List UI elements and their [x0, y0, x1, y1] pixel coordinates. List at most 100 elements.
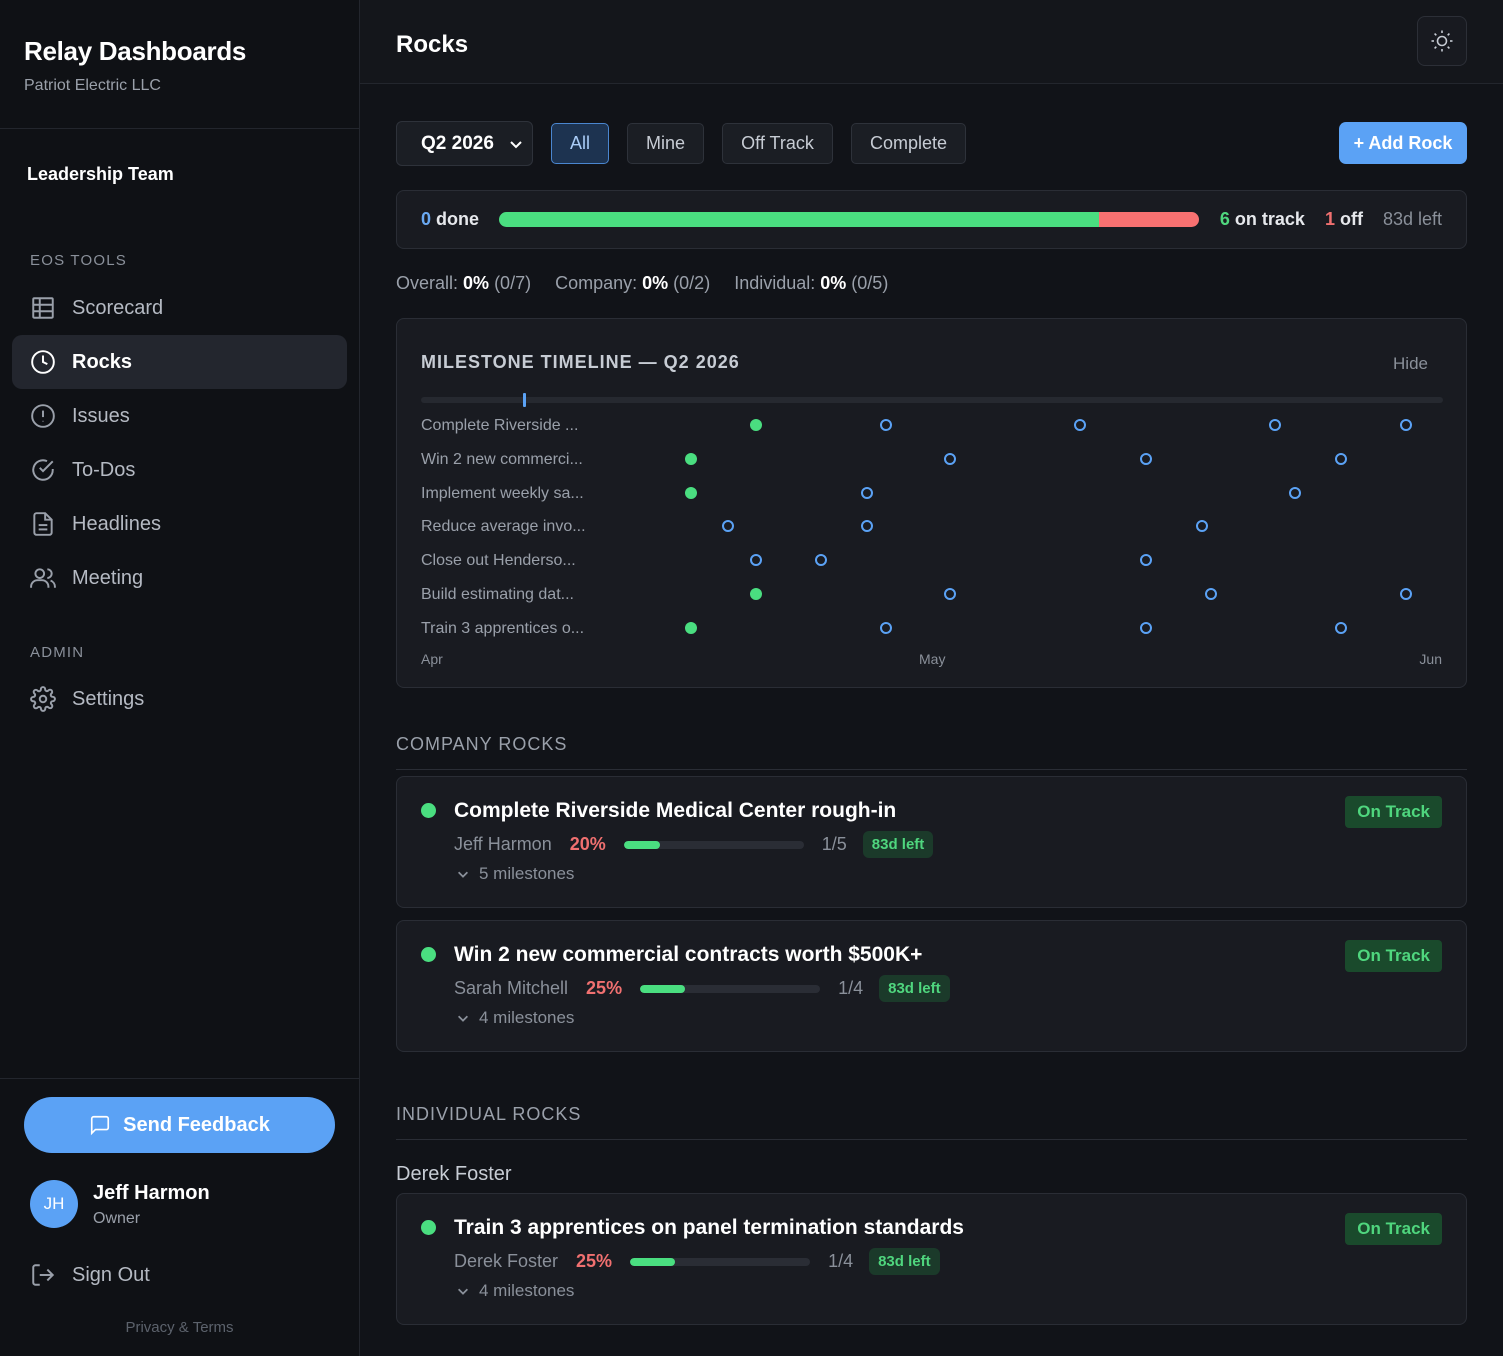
milestones-toggle[interactable]: 5 milestones: [456, 864, 574, 884]
axis-label-jun: Jun: [1419, 651, 1442, 667]
sidebar-item-meeting[interactable]: Meeting: [12, 551, 347, 605]
milestone-open-dot[interactable]: [880, 621, 892, 634]
timeline-row-label: Implement weekly sa...: [421, 484, 584, 502]
status-dot: [421, 803, 436, 818]
milestone-open-dot[interactable]: [1139, 621, 1152, 634]
message-icon: [91, 1115, 110, 1136]
sidebar-item-scorecard[interactable]: Scorecard: [12, 281, 347, 335]
team-selector[interactable]: Leadership Team: [27, 164, 174, 184]
quarter-select[interactable]: Q2 2026: [396, 121, 533, 166]
milestone-done-dot[interactable]: [750, 588, 763, 600]
milestone-done-dot[interactable]: [684, 621, 697, 634]
status-badge[interactable]: On Track: [1345, 940, 1442, 972]
milestone-open-dot[interactable]: [1195, 520, 1208, 533]
sidebar-divider: [0, 1078, 359, 1079]
milestone-open-dot[interactable]: [1400, 588, 1413, 600]
filter-mine[interactable]: Mine: [627, 123, 704, 164]
sidebar: Relay Dashboards Patriot Electric LLC Le…: [0, 0, 360, 1356]
milestone-open-dot[interactable]: [1074, 419, 1087, 431]
chevron-down-icon: [458, 871, 468, 878]
milestone-open-dot[interactable]: [1400, 419, 1413, 431]
on-track-summary: 6 on track: [1219, 209, 1305, 229]
avatar[interactable]: JH: [30, 1180, 78, 1228]
milestone-open-dot[interactable]: [1269, 419, 1282, 431]
rock-progress-fill: [630, 1257, 676, 1266]
milestone-open-dot[interactable]: [1334, 621, 1347, 634]
send-feedback-label: Send Feedback: [123, 1113, 270, 1136]
timeline-title: MILESTONE TIMELINE — Q2 2026: [421, 352, 740, 372]
send-feedback-button[interactable]: Send Feedback: [24, 1097, 335, 1153]
sidebar-item-label: Meeting: [72, 566, 144, 589]
status-dot: [421, 1220, 436, 1235]
rock-title[interactable]: Win 2 new commercial contracts worth $50…: [454, 943, 923, 966]
days-left-badge: 83d left: [879, 975, 950, 1002]
milestone-done-dot[interactable]: [750, 419, 763, 431]
progress-summary: 0 done 6 on track 1 off 83d left: [396, 190, 1467, 249]
milestones-toggle[interactable]: 4 milestones: [456, 1008, 574, 1028]
rock-owner: Derek Foster: [454, 1251, 559, 1271]
milestone-open-dot[interactable]: [814, 554, 827, 567]
timeline-track: [421, 397, 1443, 403]
filter-complete[interactable]: Complete: [851, 123, 966, 164]
sidebar-item-rocks[interactable]: Rocks: [12, 335, 347, 389]
sidebar-item-todos[interactable]: To-Dos: [12, 443, 347, 497]
rock-owner: Jeff Harmon: [454, 834, 552, 854]
timeline-row: Win 2 new commerci...: [421, 451, 1443, 471]
alert-circle-icon: [30, 403, 56, 429]
milestone-open-dot[interactable]: [860, 520, 873, 533]
stat-company: Company: 0% (0/2): [555, 273, 711, 293]
sidebar-item-issues[interactable]: Issues: [12, 389, 347, 443]
rock-card[interactable]: Win 2 new commercial contracts worth $50…: [396, 920, 1467, 1052]
rock-percent: 20%: [569, 834, 606, 854]
completion-stats: Overall: 0% (0/7) Company: 0% (0/2) Indi…: [396, 273, 888, 294]
timeline-row: Implement weekly sa...: [421, 485, 1443, 505]
milestone-done-dot[interactable]: [684, 452, 697, 465]
filter-off-track[interactable]: Off Track: [722, 123, 833, 164]
milestone-open-dot[interactable]: [1288, 486, 1301, 499]
add-rock-button[interactable]: + Add Rock: [1339, 122, 1467, 164]
rock-title[interactable]: Train 3 apprentices on panel termination…: [454, 1216, 964, 1239]
theme-toggle-button[interactable]: [1417, 16, 1467, 66]
timeline-row: Train 3 apprentices o...: [421, 620, 1443, 640]
sidebar-item-headlines[interactable]: Headlines: [12, 497, 347, 551]
milestone-done-dot[interactable]: [684, 486, 697, 499]
owner-heading: Derek Foster: [396, 1163, 512, 1185]
privacy-terms-link[interactable]: Privacy & Terms: [125, 1319, 234, 1336]
hide-timeline-button[interactable]: Hide: [1393, 354, 1428, 373]
sidebar-item-settings[interactable]: Settings: [12, 672, 347, 726]
timeline-row-label: Reduce average invo...: [421, 518, 586, 536]
chevron-down-icon: [458, 1288, 468, 1295]
milestone-open-dot[interactable]: [1139, 554, 1152, 567]
milestones-toggle[interactable]: 4 milestones: [456, 1281, 574, 1301]
milestone-open-dot[interactable]: [1139, 452, 1152, 465]
milestone-open-dot[interactable]: [860, 486, 873, 499]
user-name: Jeff Harmon: [93, 1182, 210, 1204]
status-badge[interactable]: On Track: [1345, 796, 1442, 828]
milestone-open-dot[interactable]: [944, 452, 957, 465]
section-divider: [396, 769, 1467, 770]
filter-all[interactable]: All: [551, 123, 609, 164]
sun-icon: [1431, 30, 1453, 52]
milestone-open-dot[interactable]: [750, 554, 763, 567]
rock-card[interactable]: Train 3 apprentices on panel termination…: [396, 1193, 1467, 1325]
status-dot: [421, 947, 436, 962]
gear-icon: [30, 686, 56, 712]
milestone-open-dot[interactable]: [1334, 452, 1347, 465]
milestone-open-dot[interactable]: [944, 588, 957, 600]
milestone-timeline: MILESTONE TIMELINE — Q2 2026 Hide Comple…: [396, 318, 1467, 688]
rock-milestone-count: 1/5: [821, 834, 847, 854]
sidebar-item-label: Scorecard: [72, 296, 164, 319]
summary-counts: 6 on track 1 off 83d left: [1220, 209, 1442, 230]
timeline-row: Reduce average invo...: [421, 518, 1443, 538]
stat-individual: Individual: 0% (0/5): [734, 273, 889, 293]
users-icon: [30, 565, 56, 591]
sign-out-button[interactable]: Sign Out: [30, 1262, 150, 1288]
rock-card[interactable]: Complete Riverside Medical Center rough-…: [396, 776, 1467, 908]
rock-title[interactable]: Complete Riverside Medical Center rough-…: [454, 799, 897, 822]
milestone-open-dot[interactable]: [880, 419, 892, 431]
timeline-row: Complete Riverside ...: [421, 417, 1443, 437]
status-badge[interactable]: On Track: [1345, 1213, 1442, 1245]
rock-owner: Sarah Mitchell: [454, 978, 569, 998]
milestone-open-dot[interactable]: [1205, 588, 1217, 600]
milestone-open-dot[interactable]: [721, 520, 734, 533]
